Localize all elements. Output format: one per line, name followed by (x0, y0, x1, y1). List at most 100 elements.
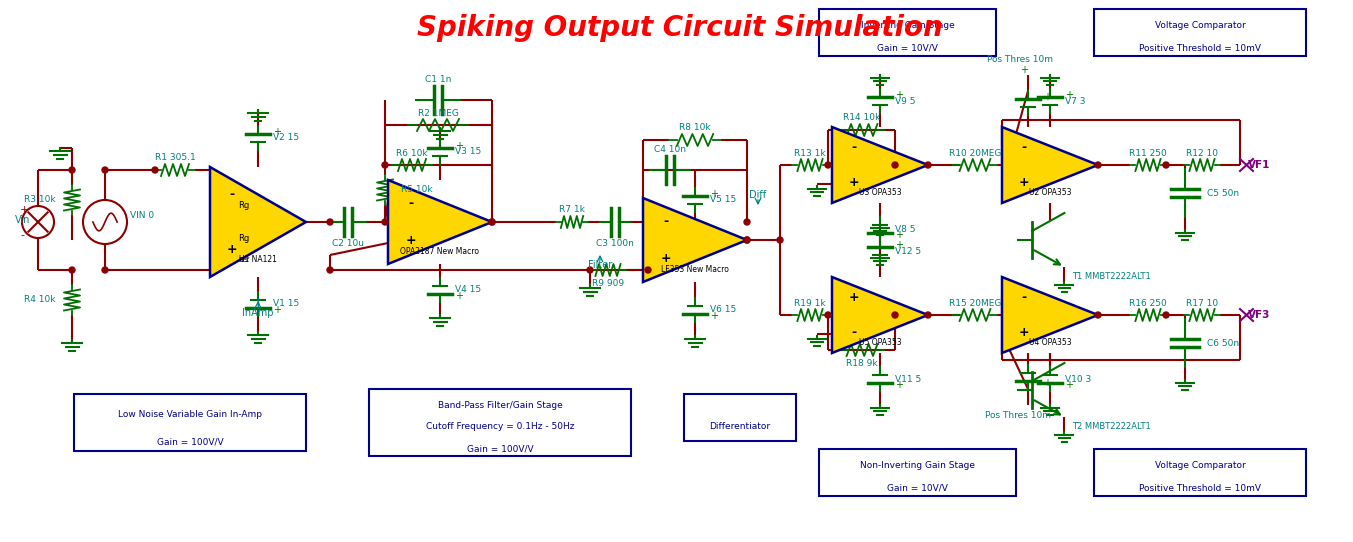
Text: R8 10k: R8 10k (679, 124, 710, 132)
Circle shape (925, 162, 931, 168)
Circle shape (892, 162, 898, 168)
Polygon shape (1003, 277, 1099, 353)
Text: +: + (894, 90, 902, 100)
Text: Gain = 100V/V: Gain = 100V/V (467, 444, 533, 453)
Text: Vin: Vin (15, 215, 30, 225)
Text: T1 MMBT2222ALT1: T1 MMBT2222ALT1 (1072, 272, 1150, 281)
Circle shape (101, 167, 108, 173)
Text: Rg: Rg (238, 201, 249, 210)
Circle shape (777, 237, 783, 243)
Text: Cutoff Frequency = 0.1Hz - 50Hz: Cutoff Frequency = 0.1Hz - 50Hz (426, 422, 574, 431)
Text: U1 NA121: U1 NA121 (239, 255, 277, 264)
Text: Inverting Gain Stage: Inverting Gain Stage (861, 21, 954, 30)
Circle shape (327, 219, 333, 225)
Circle shape (587, 267, 593, 273)
Text: Gain = 10V/V: Gain = 10V/V (877, 44, 938, 53)
Text: +: + (406, 234, 417, 247)
Polygon shape (388, 180, 492, 264)
Circle shape (382, 219, 388, 225)
Text: R6 10k: R6 10k (396, 149, 428, 158)
Text: +: + (20, 205, 30, 215)
Text: Spiking Output Circuit Simulation: Spiking Output Circuit Simulation (417, 14, 943, 42)
Text: V9 5: V9 5 (894, 96, 916, 106)
Text: R15 20MEG: R15 20MEG (948, 299, 1001, 307)
Text: +: + (1019, 176, 1028, 189)
Text: +: + (1043, 378, 1051, 388)
Text: C3 100n: C3 100n (597, 240, 635, 248)
Text: U2 OPA353: U2 OPA353 (1028, 188, 1072, 197)
Text: -: - (1022, 292, 1026, 305)
Circle shape (744, 237, 750, 243)
Text: R19 1k: R19 1k (794, 299, 825, 307)
Text: R1 305.1: R1 305.1 (154, 153, 195, 163)
Text: V3 15: V3 15 (455, 147, 482, 157)
Text: -: - (1022, 141, 1026, 154)
Text: R14 10k: R14 10k (843, 113, 881, 122)
Text: V5 15: V5 15 (710, 196, 736, 204)
FancyBboxPatch shape (1095, 449, 1306, 496)
Text: VF1: VF1 (1247, 160, 1270, 170)
Text: +: + (894, 240, 902, 250)
Text: VF3: VF3 (1247, 310, 1270, 320)
Text: Differentiator: Differentiator (709, 422, 771, 431)
Text: +: + (455, 141, 463, 151)
Text: Low Noise Variable Gain In-Amp: Low Noise Variable Gain In-Amp (118, 410, 262, 419)
Circle shape (825, 162, 831, 168)
Circle shape (925, 312, 931, 318)
Text: V7 3: V7 3 (1065, 96, 1085, 106)
Text: Diff: Diff (750, 190, 767, 200)
FancyBboxPatch shape (819, 9, 996, 56)
Circle shape (744, 237, 750, 243)
Text: +: + (848, 292, 859, 305)
Text: +: + (894, 380, 902, 390)
Polygon shape (832, 277, 928, 353)
Circle shape (1164, 162, 1169, 168)
Text: +: + (710, 189, 718, 199)
Text: +: + (273, 127, 281, 137)
Circle shape (69, 167, 74, 173)
Text: V4 15: V4 15 (455, 286, 482, 294)
Polygon shape (210, 167, 306, 277)
Circle shape (892, 312, 898, 318)
Circle shape (152, 167, 158, 173)
Text: U4 OPA353: U4 OPA353 (1028, 338, 1072, 347)
Polygon shape (643, 198, 747, 282)
Text: +: + (273, 305, 281, 315)
Text: V6 15: V6 15 (710, 306, 736, 314)
FancyBboxPatch shape (1095, 9, 1306, 56)
Text: +: + (894, 230, 902, 240)
FancyBboxPatch shape (74, 394, 306, 451)
Text: U5 OPA353: U5 OPA353 (859, 338, 901, 347)
Text: +: + (710, 311, 718, 321)
Text: +: + (1065, 380, 1073, 390)
Text: -: - (851, 326, 856, 339)
Text: -: - (409, 197, 414, 210)
Text: Non-Inverting Gain Stage: Non-Inverting Gain Stage (861, 461, 976, 470)
Polygon shape (832, 127, 928, 203)
Text: +: + (848, 176, 859, 189)
Text: C4 10n: C4 10n (653, 145, 686, 153)
Text: LF353 New Macro: LF353 New Macro (662, 265, 729, 274)
Text: +: + (1065, 90, 1073, 100)
Text: R10 20MEG: R10 20MEG (948, 149, 1001, 158)
Text: InAmp: InAmp (242, 308, 273, 318)
Text: R18 9k: R18 9k (846, 359, 878, 369)
Text: C2 10u: C2 10u (331, 240, 364, 248)
Text: Pos Thres 10m: Pos Thres 10m (985, 410, 1051, 420)
Text: R4 10k: R4 10k (24, 295, 55, 305)
Text: C6 50n: C6 50n (1207, 339, 1239, 347)
Text: Ref: Ref (238, 257, 249, 263)
Circle shape (744, 219, 750, 225)
Text: Positive Threshold = 10mV: Positive Threshold = 10mV (1139, 44, 1261, 53)
Text: R17 10: R17 10 (1187, 299, 1218, 307)
Text: R3 10k: R3 10k (24, 196, 55, 204)
FancyBboxPatch shape (819, 449, 1016, 496)
Text: R5 10k: R5 10k (400, 185, 433, 195)
Circle shape (645, 267, 651, 273)
Circle shape (825, 312, 831, 318)
Text: -: - (851, 141, 856, 154)
Circle shape (1095, 162, 1101, 168)
Text: Voltage Comparator: Voltage Comparator (1154, 21, 1245, 30)
Text: Band-Pass Filter/Gain Stage: Band-Pass Filter/Gain Stage (437, 401, 563, 410)
Text: Gain = 100V/V: Gain = 100V/V (157, 437, 223, 446)
